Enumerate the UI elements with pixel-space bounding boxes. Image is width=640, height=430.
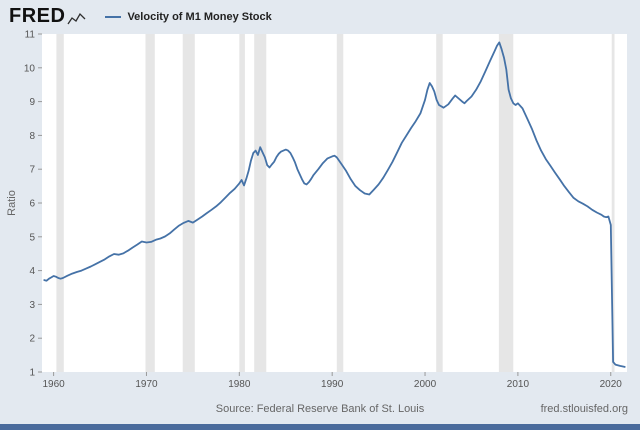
svg-text:4: 4	[29, 266, 35, 277]
chart-header: FRED Velocity of M1 Money Stock	[0, 0, 640, 33]
legend-line-swatch	[105, 15, 122, 18]
svg-text:6: 6	[29, 199, 35, 210]
svg-text:11: 11	[25, 30, 36, 41]
y-axis-label: Ratio	[6, 190, 18, 216]
svg-text:5: 5	[29, 232, 35, 243]
svg-text:1: 1	[29, 368, 35, 379]
chart-footer: Source: Federal Reserve Bank of St. Loui…	[0, 401, 640, 419]
bottom-bar	[0, 424, 640, 430]
site-link[interactable]: fred.stlouisfed.org	[540, 403, 628, 415]
svg-text:8: 8	[29, 131, 35, 142]
svg-text:1980: 1980	[228, 379, 251, 390]
svg-text:10: 10	[24, 63, 36, 74]
legend: Velocity of M1 Money Stock	[105, 10, 272, 23]
svg-text:2: 2	[29, 334, 35, 345]
svg-text:3: 3	[29, 300, 35, 311]
svg-text:2020: 2020	[600, 379, 623, 390]
legend-label: Velocity of M1 Money Stock	[127, 10, 272, 23]
fred-logo: FRED	[9, 5, 87, 28]
svg-text:1990: 1990	[321, 379, 344, 390]
source-text: Source: Federal Reserve Bank of St. Loui…	[215, 403, 425, 415]
fred-logo-squiggle-icon	[67, 12, 86, 24]
svg-text:1960: 1960	[42, 379, 65, 390]
svg-text:7: 7	[29, 165, 35, 176]
svg-text:1970: 1970	[135, 379, 158, 390]
svg-text:9: 9	[29, 97, 35, 108]
fred-logo-text: FRED	[9, 5, 66, 27]
svg-text:2010: 2010	[507, 379, 530, 390]
svg-text:2000: 2000	[414, 379, 437, 390]
